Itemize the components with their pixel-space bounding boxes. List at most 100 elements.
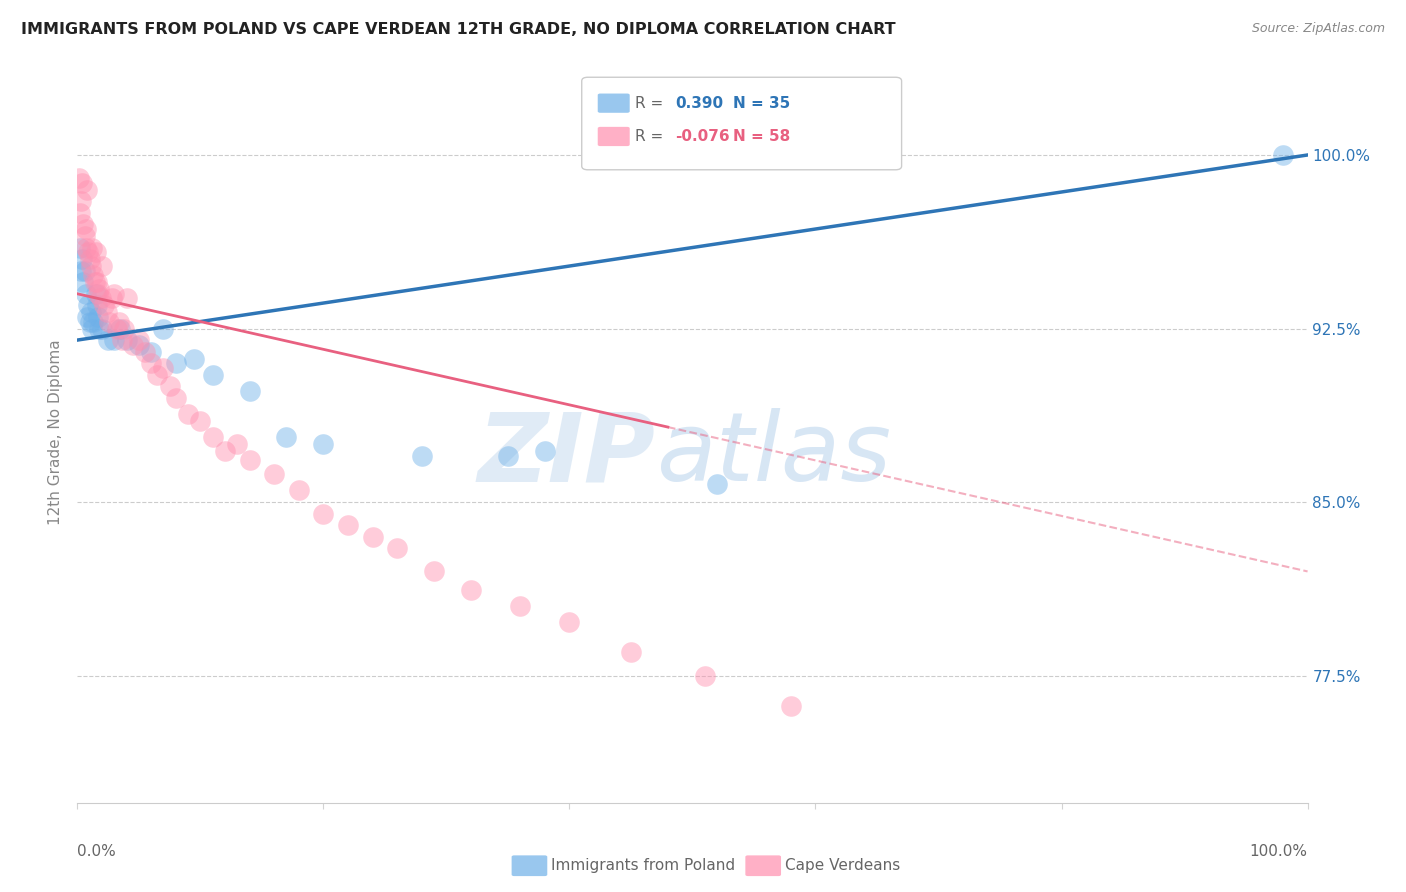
Point — [534, 444, 557, 458]
Point — [69, 206, 91, 220]
Point — [239, 453, 262, 467]
Text: Cape Verdeans: Cape Verdeans — [785, 858, 900, 873]
FancyBboxPatch shape — [512, 855, 547, 876]
FancyBboxPatch shape — [598, 127, 630, 146]
Point — [110, 321, 132, 335]
Point — [263, 467, 285, 482]
Point — [83, 275, 105, 289]
Point — [276, 430, 298, 444]
Text: Source: ZipAtlas.com: Source: ZipAtlas.com — [1251, 22, 1385, 36]
Point — [87, 286, 110, 301]
Point — [76, 183, 98, 197]
Point — [80, 305, 103, 319]
Point — [93, 298, 115, 312]
Point — [361, 530, 384, 544]
Point — [558, 615, 581, 630]
Point — [165, 391, 187, 405]
Point — [77, 245, 100, 260]
Point — [146, 368, 169, 382]
Point — [496, 449, 519, 463]
Point — [312, 437, 335, 451]
Point — [706, 476, 728, 491]
Point — [1272, 148, 1295, 162]
Point — [70, 194, 93, 209]
Point — [103, 333, 125, 347]
Point — [90, 292, 112, 306]
FancyBboxPatch shape — [582, 78, 901, 169]
Point — [121, 337, 143, 351]
Point — [693, 668, 716, 682]
Point — [108, 314, 131, 328]
Point — [67, 171, 90, 186]
Text: N = 58: N = 58 — [733, 129, 790, 144]
Text: 0.0%: 0.0% — [77, 844, 117, 858]
Point — [90, 259, 114, 273]
Point — [82, 314, 104, 328]
Point — [101, 292, 124, 306]
Point — [201, 430, 224, 444]
Point — [73, 263, 96, 277]
Point — [288, 483, 311, 498]
Point — [82, 240, 104, 255]
Point — [159, 379, 181, 393]
Point — [98, 314, 121, 328]
Point — [96, 305, 118, 319]
Point — [75, 240, 97, 255]
Text: Immigrants from Poland: Immigrants from Poland — [551, 858, 735, 873]
Y-axis label: 12th Grade, No Diploma: 12th Grade, No Diploma — [48, 340, 63, 525]
Point — [97, 333, 120, 347]
Point — [75, 222, 97, 236]
Point — [75, 286, 97, 301]
Text: -0.076: -0.076 — [675, 129, 730, 144]
Point — [82, 321, 104, 335]
Point — [141, 356, 163, 370]
Point — [115, 292, 138, 306]
Point — [411, 449, 433, 463]
Point — [128, 337, 150, 351]
Text: N = 35: N = 35 — [733, 95, 790, 111]
Point — [141, 344, 163, 359]
Point — [86, 298, 108, 312]
Point — [103, 286, 125, 301]
Point — [77, 298, 100, 312]
Point — [183, 351, 205, 366]
Point — [86, 275, 108, 289]
Point — [87, 310, 110, 324]
Point — [105, 321, 128, 335]
Point — [111, 333, 132, 347]
Point — [84, 286, 107, 301]
Text: 100.0%: 100.0% — [1250, 844, 1308, 858]
Point — [152, 360, 174, 375]
Point — [84, 245, 107, 260]
Text: R =: R = — [634, 129, 668, 144]
Text: IMMIGRANTS FROM POLAND VS CAPE VERDEAN 12TH GRADE, NO DIPLOMA CORRELATION CHART: IMMIGRANTS FROM POLAND VS CAPE VERDEAN 1… — [21, 22, 896, 37]
Text: ZIP: ZIP — [478, 409, 655, 501]
Point — [76, 310, 98, 324]
Point — [115, 333, 138, 347]
Point — [128, 333, 150, 347]
Point — [82, 268, 104, 283]
Point — [70, 263, 93, 277]
Point — [337, 518, 360, 533]
Point — [72, 275, 94, 289]
Point — [620, 645, 643, 659]
Point — [177, 407, 200, 421]
Point — [188, 414, 212, 428]
Point — [152, 321, 174, 335]
Point — [239, 384, 262, 398]
Point — [79, 252, 101, 266]
Point — [460, 582, 482, 597]
Point — [423, 565, 446, 579]
Point — [112, 321, 135, 335]
Text: R =: R = — [634, 95, 668, 111]
Point — [89, 321, 111, 335]
Point — [73, 229, 96, 244]
Point — [80, 259, 103, 273]
Point — [385, 541, 409, 556]
Point — [69, 240, 91, 255]
Point — [214, 444, 236, 458]
Point — [70, 176, 93, 190]
FancyBboxPatch shape — [745, 855, 782, 876]
Point — [79, 314, 101, 328]
Point — [509, 599, 531, 614]
